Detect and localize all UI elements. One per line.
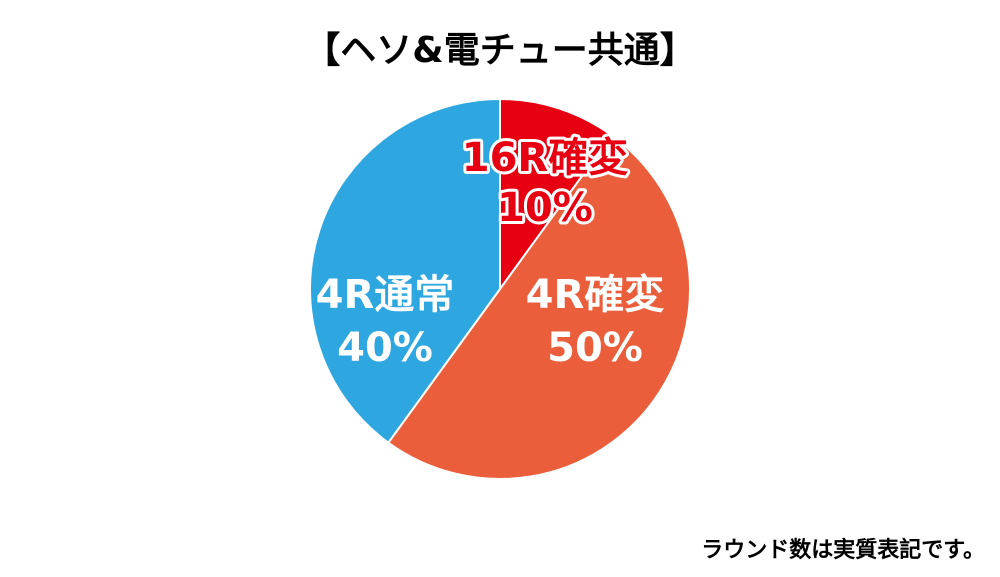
- pie-slice: [309, 97, 501, 445]
- pie-slice: [499, 97, 614, 293]
- note: ラウンド数は実質表記です。: [701, 537, 985, 563]
- slice-label: 4R確変: [526, 272, 665, 318]
- value-label: 10%: [497, 185, 593, 231]
- slice-label: 16R確変: [462, 135, 628, 181]
- slice-label: 4R通常: [316, 272, 455, 318]
- value-label: 40%: [337, 325, 433, 371]
- chart-title: 【ヘソ&電チュー共通】: [304, 30, 695, 71]
- pie-slice: [386, 133, 691, 480]
- value-label: 50%: [547, 325, 643, 371]
